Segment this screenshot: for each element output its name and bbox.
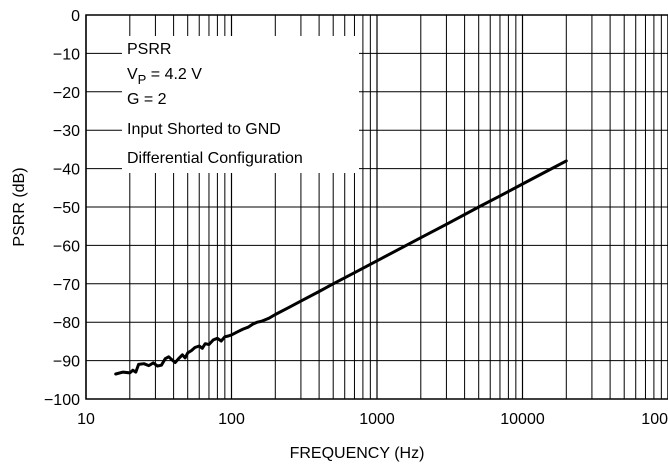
annotation-box bbox=[122, 36, 359, 173]
y-tick-label: −90 bbox=[53, 354, 80, 371]
y-tick-label: −20 bbox=[53, 85, 80, 102]
vp-value: = 4.2 V bbox=[146, 66, 202, 83]
annotation-line: Differential Configuration bbox=[127, 150, 303, 167]
series-line bbox=[114, 159, 568, 376]
plot-border bbox=[85, 14, 668, 400]
y-tick-label: −60 bbox=[53, 238, 80, 255]
y-axis-title: PSRR (dB) bbox=[11, 167, 28, 246]
x-tick-labels: 10 100 1000 10000 100000 bbox=[77, 411, 668, 428]
annotation-vp: VP = 4.2 V bbox=[127, 66, 202, 87]
vp-symbol: V bbox=[127, 66, 138, 83]
plot-frame bbox=[85, 14, 668, 400]
x-tick-label: 10000 bbox=[500, 411, 545, 428]
y-tick-label: −30 bbox=[53, 123, 80, 140]
x-axis-title: FREQUENCY (Hz) bbox=[290, 445, 425, 462]
y-tick-label: −100 bbox=[44, 392, 80, 409]
y-tick-labels: 0 −10 −20 −30 −40 −50 −60 −70 −80 −90 −100 bbox=[44, 8, 80, 409]
x-tick-label: 10 bbox=[77, 411, 95, 428]
x-tick-label: 100 bbox=[218, 411, 245, 428]
annotation-line: PSRR bbox=[127, 41, 171, 58]
y-tick-label: −70 bbox=[53, 277, 80, 294]
x-tick-label: 100000 bbox=[641, 411, 668, 428]
annotation-line: Input Shorted to GND bbox=[127, 121, 281, 138]
y-tick-label: −40 bbox=[53, 162, 80, 179]
x-tick-label: 1000 bbox=[359, 411, 395, 428]
y-tick-label: −80 bbox=[53, 315, 80, 332]
annotation-line: G = 2 bbox=[127, 91, 167, 108]
series-layer bbox=[114, 159, 568, 376]
annotation-text: PSRR VP = 4.2 V G = 2 Input Shorted to GND D… bbox=[127, 41, 303, 167]
y-tick-label: −50 bbox=[53, 200, 80, 217]
y-tick-label: −10 bbox=[53, 46, 80, 63]
vp-subscript: P bbox=[138, 72, 147, 87]
y-tick-label: 0 bbox=[71, 8, 80, 25]
